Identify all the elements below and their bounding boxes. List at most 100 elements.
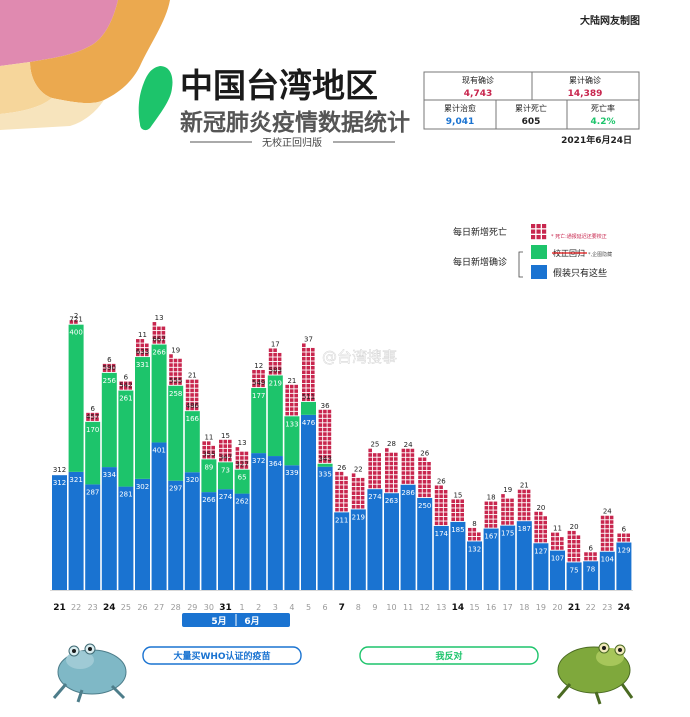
x-tick-29: 19 — [536, 603, 546, 612]
x-tick-2: 23 — [88, 603, 98, 612]
x-tick-18: 8 — [356, 603, 361, 612]
x-tick-27: 17 — [503, 603, 513, 612]
bar-blue-5 — [135, 478, 150, 590]
bar-blue-26 — [483, 528, 499, 590]
label-total-15: 511 — [302, 393, 315, 401]
x-tick-26: 16 — [486, 603, 496, 612]
death-squares-16 — [318, 409, 332, 463]
subtitle: 无校正回归版 — [262, 136, 322, 149]
x-tick-28: 18 — [519, 603, 529, 612]
x-tick-10: 31 — [219, 603, 232, 613]
label-death-24: 15 — [453, 491, 462, 499]
label-blue-16: 335 — [318, 471, 331, 479]
label-death-5: 11 — [138, 331, 147, 339]
x-tick-25: 15 — [469, 603, 479, 612]
label-death-12: 12 — [254, 362, 263, 370]
label-death-31: 20 — [570, 523, 579, 531]
bar-blue-20 — [384, 493, 399, 590]
date-text: 2021年6月24日 — [561, 134, 632, 146]
death-squares-31 — [567, 530, 581, 562]
credit-text: 大陆网友制图 — [580, 14, 640, 27]
label-total-11: 327 — [235, 461, 248, 469]
death-squares-22 — [418, 457, 431, 498]
label-blue-17: 211 — [335, 516, 348, 524]
death-squares-13 — [268, 348, 282, 375]
label-blue-0: 312 — [53, 479, 66, 487]
x-tick-11: 1 — [240, 603, 245, 612]
x-tick-15: 5 — [306, 603, 311, 612]
label-blue-28: 187 — [518, 525, 531, 533]
label-green-1: 400 — [69, 329, 82, 337]
bar-blue-30 — [550, 550, 565, 590]
legend-green-note: *,企图隐藏 — [588, 251, 612, 258]
bar-blue-29 — [533, 543, 549, 590]
death-squares-30 — [551, 532, 564, 550]
bar-blue-27 — [500, 525, 516, 590]
death-squares-4 — [119, 381, 132, 390]
x-tick-21: 11 — [403, 603, 413, 612]
death-squares-24 — [451, 499, 464, 522]
label-total-2: 457 — [86, 413, 99, 421]
x-tick-5: 26 — [137, 603, 147, 612]
bar-blue-31 — [566, 562, 582, 590]
death-squares-14 — [285, 384, 298, 416]
label-blue-27: 175 — [501, 530, 514, 538]
bar-blue-12 — [251, 453, 267, 590]
frog-right-icon — [556, 642, 634, 705]
label-death-9: 11 — [204, 433, 213, 441]
stat-recovered-value: 9,041 — [446, 117, 474, 127]
death-squares-20 — [385, 448, 398, 493]
x-tick-19: 9 — [372, 603, 377, 612]
label-green-5: 331 — [136, 361, 149, 369]
death-squares-17 — [335, 471, 348, 512]
label-death-10: 15 — [221, 432, 230, 440]
death-squares-5 — [136, 339, 149, 357]
label-blue-3: 334 — [103, 471, 117, 479]
banner-left — [142, 646, 302, 665]
death-squares-7 — [169, 354, 182, 385]
bar-green-2 — [85, 421, 101, 485]
bar-blue-0 — [52, 475, 67, 590]
x-tick-4: 25 — [121, 603, 131, 612]
bar-blue-6 — [151, 442, 167, 590]
label-death-33: 24 — [603, 508, 612, 516]
label-blue-5: 302 — [136, 483, 149, 491]
label-green-2: 170 — [86, 426, 99, 434]
bar-green-4 — [118, 390, 134, 487]
x-tick-32: 22 — [586, 603, 596, 612]
label-death-2: 6 — [90, 405, 95, 413]
x-tick-17: 7 — [339, 603, 345, 613]
bar-blue-15 — [301, 414, 316, 590]
label-death-22: 26 — [420, 450, 429, 458]
label-death-15: 37 — [304, 335, 313, 343]
taiwan-icon — [138, 66, 173, 131]
label-death-7: 19 — [171, 346, 180, 354]
label-blue-9: 266 — [202, 496, 216, 504]
death-squares-3 — [102, 363, 116, 372]
label-death-30: 11 — [553, 525, 562, 533]
label-total-1: 721 — [69, 316, 82, 324]
label-blue-31: 75 — [570, 566, 579, 574]
bar-blue-25 — [467, 541, 482, 590]
label-total-12: 549 — [252, 379, 265, 387]
label-death-25: 8 — [472, 520, 476, 528]
bar-blue-28 — [516, 521, 532, 590]
bar-green-1 — [68, 324, 84, 472]
stat-deaths-label: 累计死亡 — [515, 103, 547, 113]
label-blue-13: 364 — [269, 460, 283, 468]
bar-green-8 — [184, 411, 200, 473]
label-death-4: 6 — [124, 374, 129, 382]
bar-blue-21 — [400, 484, 416, 590]
bar-blue-17 — [334, 512, 350, 590]
death-squares-34 — [617, 533, 630, 542]
death-squares-26 — [484, 501, 498, 528]
label-total-6: 667 — [152, 336, 165, 344]
x-tick-22: 12 — [420, 603, 430, 612]
x-tick-13: 3 — [273, 603, 278, 612]
x-tick-23: 13 — [436, 603, 446, 612]
death-squares-12 — [252, 369, 265, 388]
title-line2: 新冠肺炎疫情数据统计 — [180, 109, 410, 136]
bar-green-12 — [251, 387, 267, 454]
label-blue-1: 321 — [69, 476, 82, 484]
